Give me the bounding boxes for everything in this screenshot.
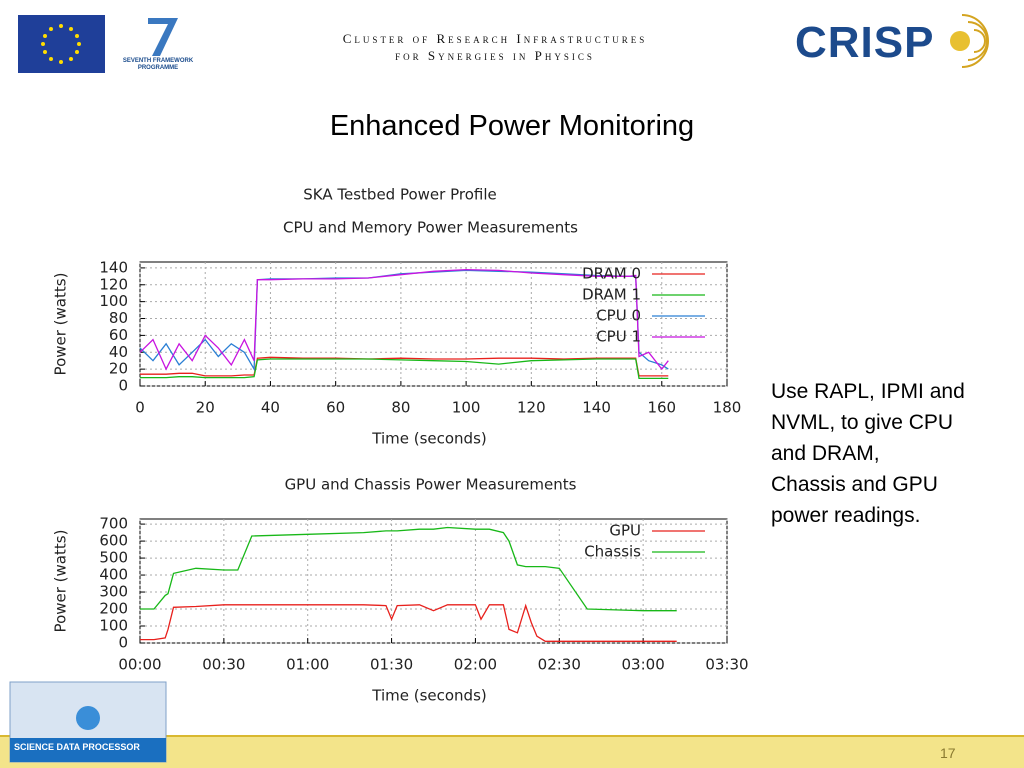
y-tick-label: 200 xyxy=(99,600,128,618)
x-tick-label: 180 xyxy=(713,399,742,417)
y-tick-label: 80 xyxy=(109,309,128,327)
y-tick-label: 300 xyxy=(99,583,128,601)
y-tick-label: 140 xyxy=(99,258,128,276)
chart-title: GPU and Chassis Power Measurements xyxy=(285,476,577,494)
legend-label: DRAM 0 xyxy=(582,265,641,283)
crisp-logo: CRISP xyxy=(795,18,935,67)
y-axis-label: Power (watts) xyxy=(52,530,70,633)
page-number: 17 xyxy=(940,745,956,761)
eu-stars xyxy=(41,24,81,64)
legend-label: Chassis xyxy=(584,543,641,561)
y-tick-label: 40 xyxy=(109,343,128,361)
footer-logo-text: SCIENCE DATA PROCESSOR xyxy=(14,742,140,752)
x-tick-label: 02:00 xyxy=(454,656,497,674)
y-tick-label: 120 xyxy=(99,275,128,293)
x-axis-label: Time (seconds) xyxy=(371,687,487,705)
y-tick-label: 600 xyxy=(99,532,128,550)
x-tick-label: 20 xyxy=(196,399,215,417)
x-tick-label: 140 xyxy=(582,399,611,417)
x-tick-label: 40 xyxy=(261,399,280,417)
series-line xyxy=(140,358,669,380)
fp7-label: SEVENTH FRAMEWORK PROGRAMME xyxy=(122,58,194,71)
plot-frame xyxy=(139,518,728,644)
side-text-line: and DRAM, xyxy=(771,442,880,465)
side-text: Use RAPL, IPMI and NVML, to give CPU and D… xyxy=(771,376,1021,531)
x-tick-label: 80 xyxy=(391,399,410,417)
footer-band xyxy=(0,737,1024,768)
ska-logo-band xyxy=(10,738,166,762)
side-text-line: power readings. xyxy=(771,504,921,527)
y-axis-label: Power (watts) xyxy=(52,273,70,376)
footer-line xyxy=(0,735,1024,737)
y-tick-label: 400 xyxy=(99,566,128,584)
legend-label: CPU 0 xyxy=(596,307,641,325)
crisp-sun xyxy=(950,31,970,51)
x-tick-label: 03:00 xyxy=(622,656,665,674)
y-tick-label: 0 xyxy=(118,634,128,652)
series-line xyxy=(139,268,669,371)
x-tick-label: 00:00 xyxy=(118,656,161,674)
ska-globe xyxy=(76,706,100,730)
side-text-line: Chassis and GPU xyxy=(771,473,938,496)
legend-label: CPU 1 xyxy=(596,328,641,346)
side-text-line: Use RAPL, IPMI and xyxy=(771,380,965,403)
legend-label: GPU xyxy=(609,522,641,540)
x-tick-label: 100 xyxy=(452,399,481,417)
x-tick-label: 00:30 xyxy=(202,656,245,674)
header-line: Cluster of Research Infrastructures xyxy=(342,31,648,46)
y-tick-label: 100 xyxy=(99,292,128,310)
chart-title: CPU and Memory Power Measurements xyxy=(283,219,578,237)
y-tick-label: 500 xyxy=(99,549,128,567)
x-tick-label: 02:30 xyxy=(538,656,581,674)
y-tick-label: 0 xyxy=(118,377,128,395)
series-line xyxy=(140,603,677,642)
crisp-rings xyxy=(961,14,989,68)
x-tick-label: 60 xyxy=(326,399,345,417)
slide-title: Enhanced Power Monitoring xyxy=(329,110,695,142)
x-tick-label: 160 xyxy=(647,399,676,417)
x-tick-label: 01:30 xyxy=(370,656,413,674)
y-tick-label: 100 xyxy=(99,617,128,635)
y-tick-label: 60 xyxy=(109,326,128,344)
x-axis-label: Time (seconds) xyxy=(371,430,487,448)
series-line xyxy=(140,526,677,612)
legend-label: DRAM 1 xyxy=(582,286,641,304)
figure-title: SKA Testbed Power Profile xyxy=(303,186,496,204)
charts: SKA Testbed Power Profile CPU and Memory… xyxy=(52,186,749,705)
x-tick-label: 120 xyxy=(517,399,546,417)
y-tick-label: 20 xyxy=(109,360,128,378)
fp7-seven xyxy=(148,18,178,56)
x-tick-label: 0 xyxy=(135,399,145,417)
side-text-line: NVML, to give CPU xyxy=(771,411,954,434)
y-tick-label: 700 xyxy=(99,515,128,533)
plot-frame xyxy=(139,261,728,387)
header-line: for Synergies in Physics xyxy=(395,48,595,63)
x-tick-label: 01:00 xyxy=(286,656,329,674)
x-tick-label: 03:30 xyxy=(705,656,748,674)
